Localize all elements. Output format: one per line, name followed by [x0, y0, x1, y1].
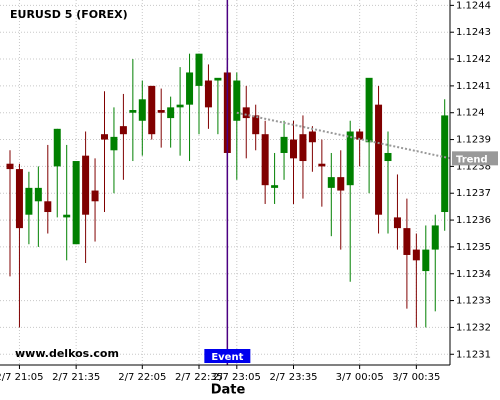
candle-body [157, 110, 165, 113]
candle-body [204, 80, 212, 108]
candle-body [25, 187, 33, 215]
y-tick-label: 1.1233 [456, 296, 491, 307]
candle-body [280, 136, 288, 153]
candle-body [110, 136, 118, 151]
candle-body [186, 72, 194, 105]
candle-body [308, 131, 316, 143]
x-tick-label: 3/7 00:35 [392, 372, 440, 383]
x-tick-label: 3/7 00:05 [336, 372, 384, 383]
candle-body [138, 99, 146, 121]
candle-body [233, 80, 241, 121]
candle-body [91, 190, 99, 202]
y-tick-label: 1.1241 [456, 81, 491, 92]
candle-body [327, 177, 335, 188]
watermark: www.delkos.com [15, 347, 119, 360]
candle-body [53, 128, 61, 167]
plot [6, 0, 451, 365]
candle-body [299, 134, 307, 162]
x-tick-label: 2/7 23:35 [269, 372, 317, 383]
candle-body [195, 53, 203, 86]
candle-body [346, 131, 354, 186]
y-tick-label: 1.1238 [456, 161, 491, 172]
candle-body [148, 85, 156, 135]
y-tick-label: 1.1244 [456, 0, 491, 11]
y-tick-label: 1.1243 [456, 27, 491, 38]
y-tick-label: 1.1231 [456, 349, 491, 360]
x-tick-label: 2/7 22:35 [175, 372, 223, 383]
candle-body [375, 104, 383, 215]
candle-body [242, 107, 250, 119]
candle-body [101, 134, 108, 140]
candle-body [384, 152, 392, 162]
x-axis-title: Date [211, 383, 246, 398]
event-label-box [204, 349, 251, 363]
candle-body [44, 201, 52, 213]
candle-body [261, 134, 269, 186]
candle-body [214, 77, 222, 81]
candle-body [290, 139, 297, 159]
candle-body [252, 115, 260, 135]
trend-label-box [452, 151, 498, 166]
y-tick-label: 1.1236 [456, 215, 491, 226]
y-tick-label: 1.124 [456, 108, 485, 119]
candle-body [176, 104, 184, 108]
y-tick-label: 1.1237 [456, 188, 491, 199]
x-tick-label: 2/7 22:05 [118, 372, 166, 383]
candle-body [412, 249, 420, 261]
candle-body [63, 214, 71, 218]
candle-body [6, 163, 14, 170]
candle-body [119, 126, 127, 135]
candle-body [441, 115, 449, 213]
x-tick-label: 2/7 21:35 [52, 372, 100, 383]
candle-body [15, 169, 23, 229]
y-tick-label: 1.1242 [456, 54, 491, 65]
candle-body [34, 187, 42, 202]
trend-line [236, 111, 451, 160]
candle-body [403, 228, 411, 255]
y-tick-label: 1.1232 [456, 322, 491, 333]
candle-body [422, 249, 430, 272]
x-tick-label: 2/7 21:05 [0, 372, 43, 383]
y-tick-label: 1.1235 [456, 242, 491, 253]
candle-body [337, 177, 345, 191]
x-tick-label: 2/7 23:05 [213, 372, 261, 383]
candle-body [356, 131, 364, 140]
candle-body [82, 155, 90, 215]
y-tick-label: 1.1239 [456, 135, 491, 146]
candle-body [167, 107, 175, 119]
candle-body [393, 217, 401, 229]
chart-title: EURUSD 5 (FOREX) [10, 8, 128, 21]
trend-label: Trend [456, 154, 488, 165]
y-tick-label: 1.1234 [456, 269, 491, 280]
event-label: Event [211, 352, 243, 363]
candle-body [129, 110, 137, 113]
candle-body [431, 225, 439, 250]
candle-body [365, 77, 373, 143]
candle-body [271, 185, 279, 188]
candle-body [318, 163, 326, 167]
candle-body [72, 161, 80, 245]
